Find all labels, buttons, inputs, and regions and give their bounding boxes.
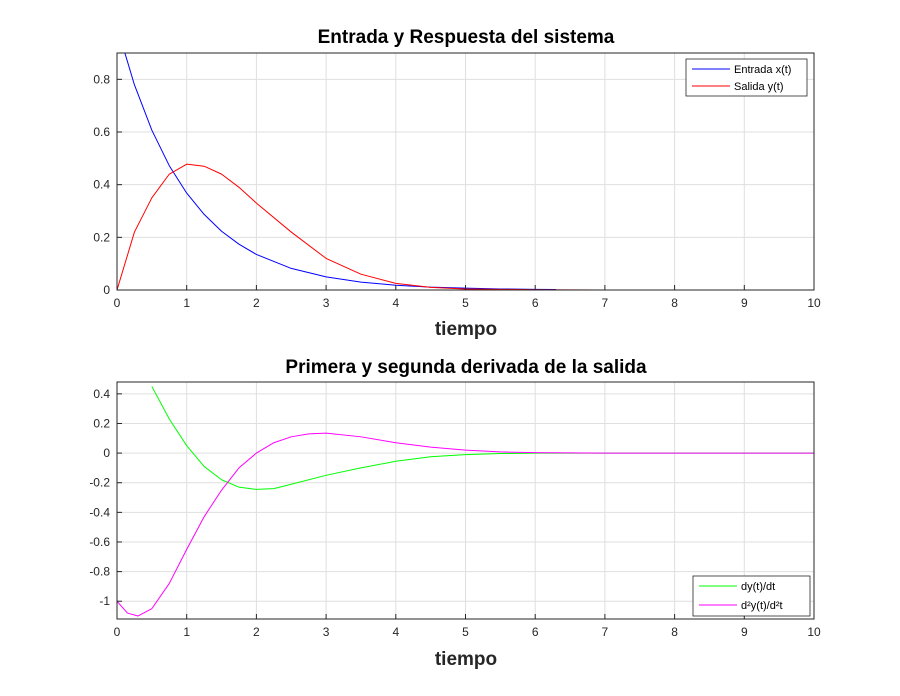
grid bbox=[116, 53, 815, 291]
series-line-1 bbox=[124, 53, 557, 290]
x-tick-labels: 0 1 2 3 4 5 6 7 8 9 10 bbox=[114, 614, 821, 639]
x-tick-label: 2 bbox=[253, 296, 260, 310]
x-tick-label: 5 bbox=[462, 625, 469, 639]
chart-title: Primera y segunda derivada de la salida bbox=[285, 357, 647, 378]
y-tick-label: 0.8 bbox=[93, 72, 110, 86]
x-tick-label: 0 bbox=[114, 625, 121, 639]
series-line-2 bbox=[117, 432, 814, 617]
x-tick-label: 1 bbox=[183, 296, 190, 310]
x-tick-label: 7 bbox=[602, 296, 609, 310]
grid bbox=[116, 382, 815, 619]
x-tick-label: 0 bbox=[114, 296, 121, 310]
x-tick-label: 2 bbox=[253, 625, 260, 639]
x-tick-label: 6 bbox=[532, 625, 539, 639]
response-chart: Entrada y Respuesta del sistema 0 1 2 3 4 5 6 7… bbox=[93, 27, 821, 340]
y-tick-labels: 0 0.2 0.4 0.6 0.8 bbox=[93, 72, 122, 297]
y-tick-label: 0.6 bbox=[93, 125, 110, 139]
y-tick-label: 0.4 bbox=[93, 387, 110, 401]
x-tick-label: 10 bbox=[807, 296, 821, 310]
x-tick-label: 9 bbox=[741, 625, 748, 639]
series-layer bbox=[117, 386, 814, 617]
legend-label-d2y: d²y(t)/d²t bbox=[741, 600, 783, 612]
x-tick-label: 9 bbox=[741, 296, 748, 310]
x-tick-label: 3 bbox=[323, 296, 330, 310]
legend-box bbox=[685, 58, 808, 97]
x-tick-label: 8 bbox=[671, 625, 678, 639]
x-tick-label: 10 bbox=[807, 625, 821, 639]
x-tick-label: 1 bbox=[183, 625, 190, 639]
y-tick-label: 0.4 bbox=[93, 178, 110, 192]
x-tick-label: 3 bbox=[323, 625, 330, 639]
legend-label-salida: Salida y(t) bbox=[734, 81, 784, 93]
x-tick-label: 7 bbox=[602, 625, 609, 639]
legend-label-entrada: Entrada x(t) bbox=[734, 64, 791, 76]
y-tick-label: 0.2 bbox=[93, 230, 110, 244]
x-tick-label: 4 bbox=[392, 296, 399, 310]
x-tick-label: 5 bbox=[462, 296, 469, 310]
y-tick-label: -0.6 bbox=[89, 535, 110, 549]
x-tick-label: 8 bbox=[671, 296, 678, 310]
y-tick-label: -0.4 bbox=[89, 505, 110, 519]
y-tick-label: 0 bbox=[103, 446, 110, 460]
x-axis-label: tiempo bbox=[435, 319, 497, 340]
legend-box bbox=[692, 575, 811, 617]
x-tick-label: 4 bbox=[392, 625, 399, 639]
y-tick-label: 0 bbox=[103, 283, 110, 297]
y-tick-label: -1 bbox=[99, 594, 110, 608]
legend: dy(t)/dt d²y(t)/d²t bbox=[692, 575, 811, 617]
x-tick-label: 6 bbox=[532, 296, 539, 310]
x-tick-labels: 0 1 2 3 4 5 6 7 8 9 10 bbox=[114, 285, 821, 310]
derivatives-chart: Primera y segunda derivada de la salida … bbox=[89, 357, 821, 670]
y-tick-label: -0.2 bbox=[89, 476, 110, 490]
y-tick-label: -0.8 bbox=[89, 565, 110, 579]
x-axis-label: tiempo bbox=[435, 649, 497, 670]
y-tick-labels: -1 -0.8 -0.6 -0.4 -0.2 0 0.2 0.4 bbox=[89, 387, 122, 608]
chart-title: Entrada y Respuesta del sistema bbox=[318, 27, 615, 48]
legend-label-dy: dy(t)/dt bbox=[741, 581, 775, 593]
y-tick-label: 0.2 bbox=[93, 416, 110, 430]
legend: Entrada x(t) Salida y(t) bbox=[685, 58, 808, 97]
